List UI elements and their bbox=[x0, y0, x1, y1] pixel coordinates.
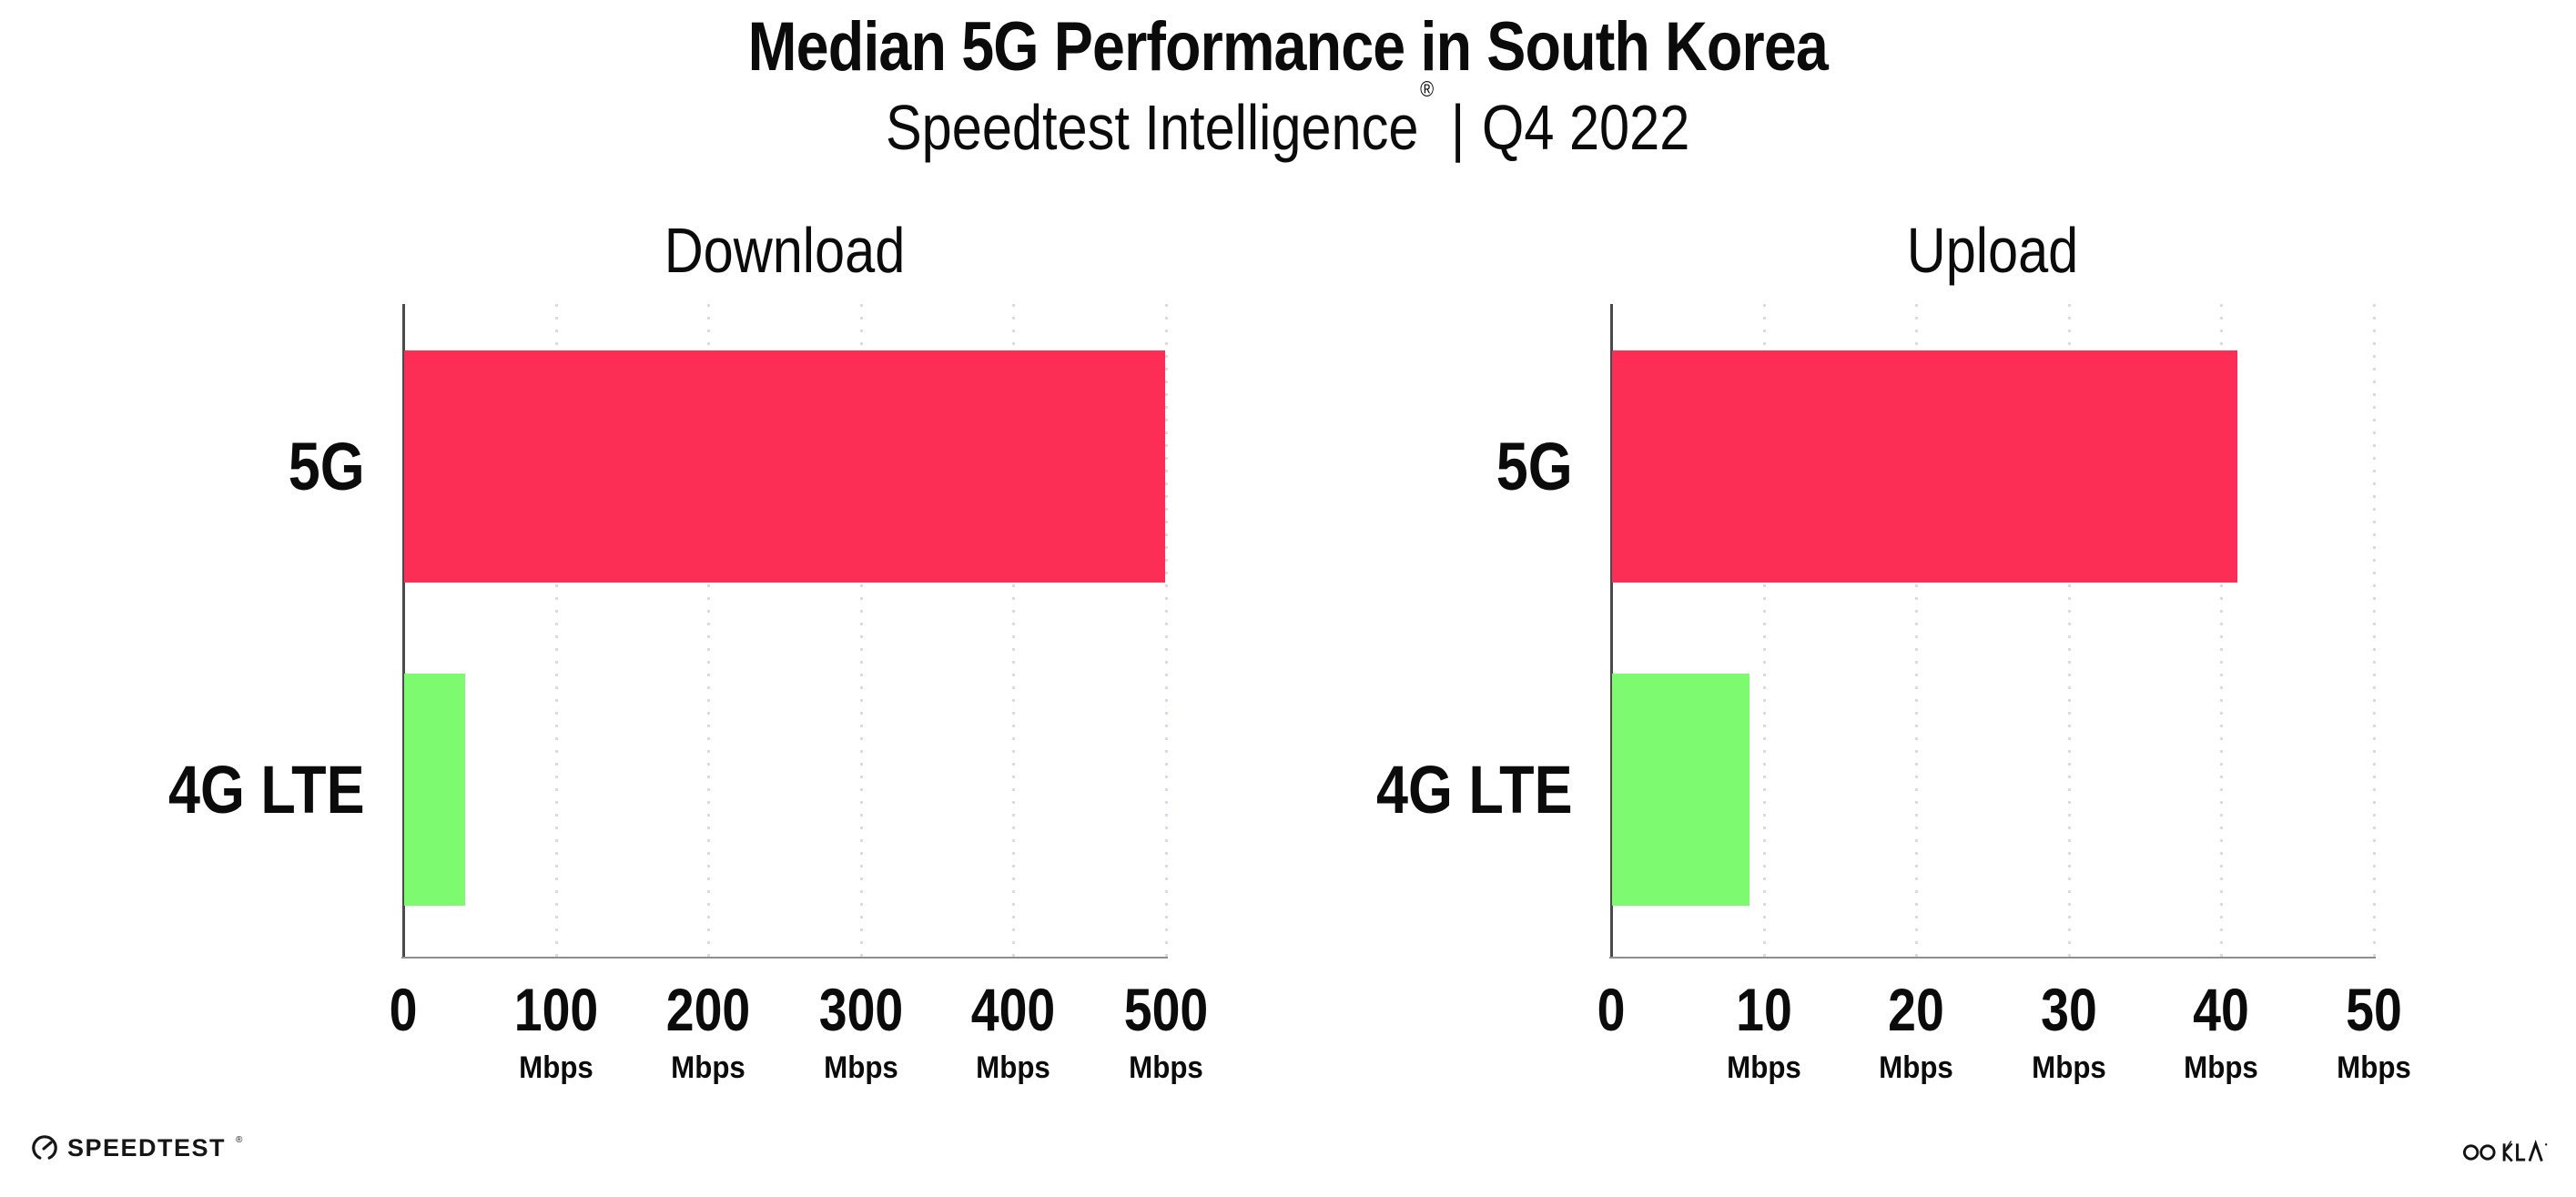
download-tick-0-value: 0 bbox=[389, 976, 418, 1043]
upload-bar-4g-lte bbox=[1612, 674, 1749, 907]
download-tick-200-unit: Mbps bbox=[671, 1050, 746, 1085]
speedtest-wordmark: SPEEDTEST bbox=[67, 1133, 227, 1161]
upload-tick-30: 30 Mbps bbox=[2028, 979, 2109, 1083]
download-tick-100-value: 100 bbox=[513, 976, 598, 1043]
upload-tick-10-unit: Mbps bbox=[1726, 1050, 1801, 1085]
upload-tick-30-unit: Mbps bbox=[2031, 1050, 2106, 1085]
upload-x-axis-line bbox=[1609, 956, 2376, 959]
download-tick-400-value: 400 bbox=[971, 976, 1056, 1043]
download-tick-400: 400 Mbps bbox=[963, 979, 1063, 1083]
download-bar-5g bbox=[404, 350, 1166, 583]
upload-tick-20: 20 Mbps bbox=[1876, 979, 1957, 1083]
upload-tick-30-value: 30 bbox=[2040, 976, 2097, 1043]
upload-tick-50: 50 Mbps bbox=[2334, 979, 2415, 1083]
upload-gridline-50 bbox=[2373, 304, 2376, 958]
download-tick-500-unit: Mbps bbox=[1129, 1050, 1203, 1085]
download-gridline-100 bbox=[554, 304, 558, 958]
upload-tick-20-value: 20 bbox=[1888, 976, 1945, 1043]
download-gridline-200 bbox=[707, 304, 711, 958]
ookla-logo bbox=[2463, 1140, 2551, 1168]
upload-gridline-10 bbox=[1762, 304, 1766, 958]
download-tick-100-unit: Mbps bbox=[518, 1050, 593, 1085]
subtitle: Speedtest Intelligence® | Q4 2022 bbox=[0, 77, 2576, 163]
download-tick-300: 300 Mbps bbox=[811, 979, 911, 1083]
download-chart-title: Download bbox=[643, 218, 926, 282]
upload-category-label-4g-lte: 4G LTE bbox=[1376, 752, 1573, 828]
speedtest-gauge-icon bbox=[32, 1135, 57, 1160]
speedtest-trademark-mark: ® bbox=[236, 1134, 243, 1145]
upload-tick-10: 10 Mbps bbox=[1723, 979, 1804, 1083]
upload-tick-40-unit: Mbps bbox=[2184, 1050, 2259, 1085]
download-bar-4g-lte bbox=[404, 674, 466, 907]
subtitle-text: Speedtest Intelligence® | Q4 2022 bbox=[886, 77, 1690, 163]
upload-tick-0-value: 0 bbox=[1597, 976, 1626, 1043]
download-x-axis-line bbox=[401, 956, 1168, 959]
download-gridline-500 bbox=[1165, 304, 1168, 958]
upload-bar-5g bbox=[1612, 350, 2238, 583]
download-tick-100: 100 Mbps bbox=[506, 979, 606, 1083]
subtitle-product: Speedtest Intelligence bbox=[886, 92, 1419, 163]
download-chart: Download 5G 4G LTE 0 100 Mbps 200 Mbps 3… bbox=[168, 218, 1208, 1083]
download-gridline-300 bbox=[859, 304, 863, 958]
upload-gridline-30 bbox=[2067, 304, 2071, 958]
download-tick-300-unit: Mbps bbox=[823, 1050, 898, 1085]
upload-tick-40: 40 Mbps bbox=[2181, 979, 2262, 1083]
download-tick-400-unit: Mbps bbox=[976, 1050, 1051, 1085]
download-chart-title-text: Download bbox=[664, 215, 906, 286]
upload-tick-10-value: 10 bbox=[1735, 976, 1792, 1043]
upload-gridline-20 bbox=[1915, 304, 1919, 958]
ookla-wordmark-icon bbox=[2463, 1140, 2548, 1162]
download-category-label-5g: 5G bbox=[289, 428, 365, 504]
upload-tick-0: 0 bbox=[1595, 979, 1628, 1040]
download-tick-500: 500 Mbps bbox=[1116, 979, 1216, 1083]
registered-trademark-mark: ® bbox=[1420, 76, 1435, 102]
download-tick-0: 0 bbox=[387, 979, 421, 1040]
upload-tick-50-unit: Mbps bbox=[2337, 1050, 2411, 1085]
page-title: Median 5G Performance in South Korea bbox=[0, 13, 2576, 82]
download-tick-200-value: 200 bbox=[665, 976, 751, 1043]
download-tick-200: 200 Mbps bbox=[658, 979, 758, 1083]
upload-tick-50-value: 50 bbox=[2346, 976, 2402, 1043]
upload-y-axis-line bbox=[1610, 304, 1613, 958]
upload-category-label-5g: 5G bbox=[1496, 428, 1573, 504]
subtitle-period: Q4 2022 bbox=[1482, 92, 1690, 163]
upload-tick-40-value: 40 bbox=[2193, 976, 2250, 1043]
upload-chart: Upload 5G 4G LTE 0 10 Mbps 20 Mbps 30 Mb… bbox=[1376, 218, 2410, 1083]
download-category-label-4g-lte: 4G LTE bbox=[168, 752, 365, 828]
download-y-axis-line bbox=[402, 304, 405, 958]
page-title-text: Median 5G Performance in South Korea bbox=[747, 8, 1829, 86]
speedtest-logo: SPEEDTEST ® bbox=[31, 1134, 242, 1161]
download-tick-300-value: 300 bbox=[818, 976, 904, 1043]
upload-tick-20-unit: Mbps bbox=[1879, 1050, 1954, 1085]
subtitle-separator: | bbox=[1451, 92, 1465, 163]
upload-chart-title: Upload bbox=[1891, 218, 2094, 282]
download-tick-500-value: 500 bbox=[1123, 976, 1209, 1043]
upload-chart-title-text: Upload bbox=[1906, 215, 2079, 286]
download-gridline-400 bbox=[1012, 304, 1016, 958]
upload-gridline-40 bbox=[2220, 304, 2224, 958]
